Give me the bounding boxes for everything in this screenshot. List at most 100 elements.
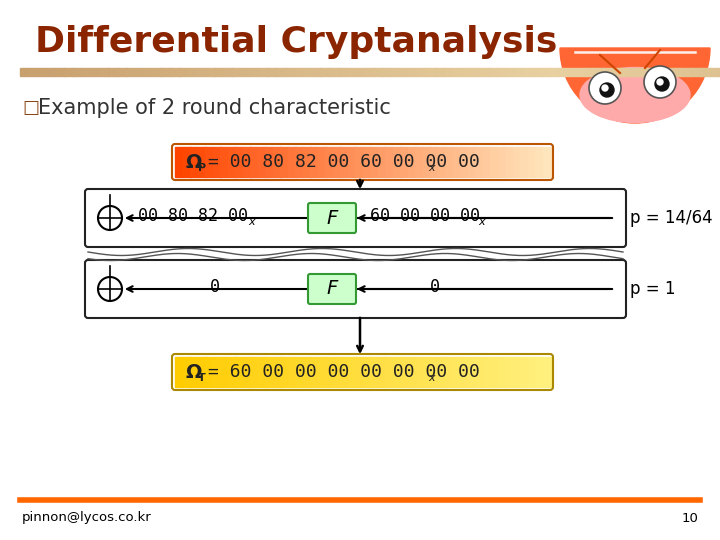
Bar	[175, 357, 184, 387]
Bar	[385, 147, 393, 177]
Bar	[258, 68, 268, 76]
Bar	[532, 68, 541, 76]
Bar	[272, 147, 281, 177]
Bar	[498, 357, 505, 387]
Bar	[243, 147, 251, 177]
Bar	[302, 68, 312, 76]
Bar	[197, 68, 206, 76]
Text: 10: 10	[681, 511, 698, 524]
Text: F: F	[326, 280, 338, 299]
Circle shape	[602, 85, 608, 91]
Bar	[409, 68, 418, 76]
Bar	[475, 147, 483, 177]
Bar	[220, 357, 228, 387]
Bar	[117, 68, 127, 76]
Bar	[348, 147, 356, 177]
Bar	[400, 357, 408, 387]
Bar	[280, 357, 288, 387]
Bar	[408, 357, 416, 387]
Bar	[377, 357, 386, 387]
Bar	[170, 68, 179, 76]
Bar	[541, 68, 551, 76]
Bar	[287, 147, 296, 177]
Bar	[683, 68, 692, 76]
Bar	[175, 147, 184, 177]
Circle shape	[589, 72, 621, 104]
Bar	[161, 68, 171, 76]
Bar	[567, 68, 577, 76]
Bar	[362, 357, 371, 387]
Bar	[656, 68, 665, 76]
Text: F: F	[326, 208, 338, 227]
Bar	[480, 68, 489, 76]
Bar	[498, 147, 505, 177]
Bar	[520, 147, 528, 177]
Bar	[355, 357, 364, 387]
Bar	[197, 147, 206, 177]
Bar	[215, 68, 224, 76]
Bar	[126, 68, 135, 76]
Bar	[691, 68, 701, 76]
Bar	[513, 147, 521, 177]
FancyBboxPatch shape	[85, 260, 626, 318]
Text: x: x	[428, 373, 435, 383]
Bar	[295, 147, 303, 177]
Bar	[497, 68, 506, 76]
Bar	[182, 357, 191, 387]
Bar	[612, 68, 621, 76]
Bar	[73, 68, 82, 76]
Bar	[700, 68, 709, 76]
Bar	[445, 357, 454, 387]
Bar	[426, 68, 436, 76]
Bar	[302, 147, 311, 177]
Bar	[276, 68, 286, 76]
Bar	[370, 357, 378, 387]
Bar	[515, 68, 524, 76]
Bar	[445, 147, 454, 177]
Bar	[294, 68, 303, 76]
Bar	[91, 68, 100, 76]
Circle shape	[98, 206, 122, 230]
Bar	[37, 68, 47, 76]
Text: = 00 80 82 00 60 00 00 00: = 00 80 82 00 60 00 00 00	[208, 153, 480, 171]
Bar	[490, 357, 498, 387]
Bar	[20, 68, 30, 76]
Bar	[444, 68, 454, 76]
Bar	[535, 357, 544, 387]
Wedge shape	[560, 48, 710, 123]
Bar	[452, 147, 461, 177]
Bar	[265, 357, 274, 387]
Text: T: T	[198, 373, 206, 383]
Bar	[325, 147, 333, 177]
Bar	[223, 68, 233, 76]
FancyBboxPatch shape	[308, 203, 356, 233]
Bar	[400, 68, 409, 76]
Bar	[212, 147, 221, 177]
Bar	[55, 68, 65, 76]
Bar	[205, 147, 213, 177]
Bar	[318, 147, 325, 177]
Bar	[621, 68, 630, 76]
Bar	[594, 68, 603, 76]
Bar	[400, 147, 408, 177]
Text: □: □	[22, 99, 39, 117]
Bar	[490, 147, 498, 177]
Text: = 60 00 00 00 00 00 00 00: = 60 00 00 00 00 00 00 00	[208, 363, 480, 381]
Bar	[235, 147, 243, 177]
Bar	[377, 147, 386, 177]
Bar	[520, 357, 528, 387]
Bar	[312, 68, 321, 76]
Bar	[505, 357, 513, 387]
Bar	[460, 357, 468, 387]
Bar	[228, 357, 236, 387]
Bar	[647, 68, 657, 76]
Bar	[108, 68, 117, 76]
Bar	[470, 68, 480, 76]
Ellipse shape	[580, 68, 690, 123]
Bar	[362, 147, 371, 177]
Bar	[460, 147, 468, 177]
Bar	[250, 68, 259, 76]
Bar	[453, 68, 462, 76]
Text: x: x	[478, 217, 485, 227]
Bar	[603, 68, 612, 76]
